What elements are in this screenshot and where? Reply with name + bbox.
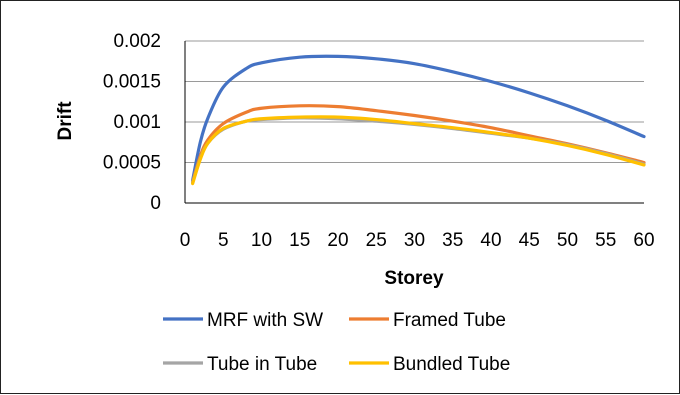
x-tick-label: 0	[180, 230, 191, 251]
x-tick-label: 25	[366, 230, 387, 251]
x-tick-label: 40	[480, 230, 501, 251]
x-tick-label: 20	[327, 230, 348, 251]
y-tick-label: 0.0005	[103, 153, 161, 174]
legend-label-bundled-tube: Bundled Tube	[393, 354, 510, 375]
x-tick-label: 10	[251, 230, 272, 251]
gridlines	[185, 40, 644, 163]
y-tick-label: 0.001	[113, 112, 161, 133]
axes	[184, 41, 644, 204]
x-tick-label: 55	[595, 230, 616, 251]
y-tick-label: 0.002	[113, 31, 161, 52]
x-tick-label: 35	[442, 230, 463, 251]
x-tick-label: 60	[633, 230, 654, 251]
x-tick-label: 5	[218, 230, 229, 251]
legend-label-mrf-with-sw: MRF with SW	[207, 310, 323, 331]
y-axis-title: Drift	[55, 101, 76, 141]
x-tick-label: 15	[289, 230, 310, 251]
legend-label-tube-in-tube: Tube in Tube	[207, 354, 317, 375]
legend: MRF with SW Framed Tube Tube in Tube Bundle…	[163, 310, 510, 375]
x-tick-label: 50	[557, 230, 578, 251]
legend-label-framed-tube: Framed Tube	[393, 310, 506, 331]
x-tick-label: 45	[519, 230, 540, 251]
series-line-framed-tube	[191, 104, 646, 184]
series-lines	[191, 54, 646, 186]
tick-labels: 0 0.0005 0.001 0.0015 0.002 0 5 10 15 20 25 30 35 40 4…	[103, 31, 655, 251]
series-line-tube-in-tube	[191, 116, 646, 185]
x-axis-title: Storey	[384, 268, 444, 289]
y-tick-label: 0.0015	[103, 72, 161, 93]
x-tick-label: 30	[404, 230, 425, 251]
y-tick-label: 0	[150, 193, 161, 214]
series-line-bundled-tube	[191, 115, 646, 186]
series-line-mrf-with-sw	[191, 54, 646, 182]
